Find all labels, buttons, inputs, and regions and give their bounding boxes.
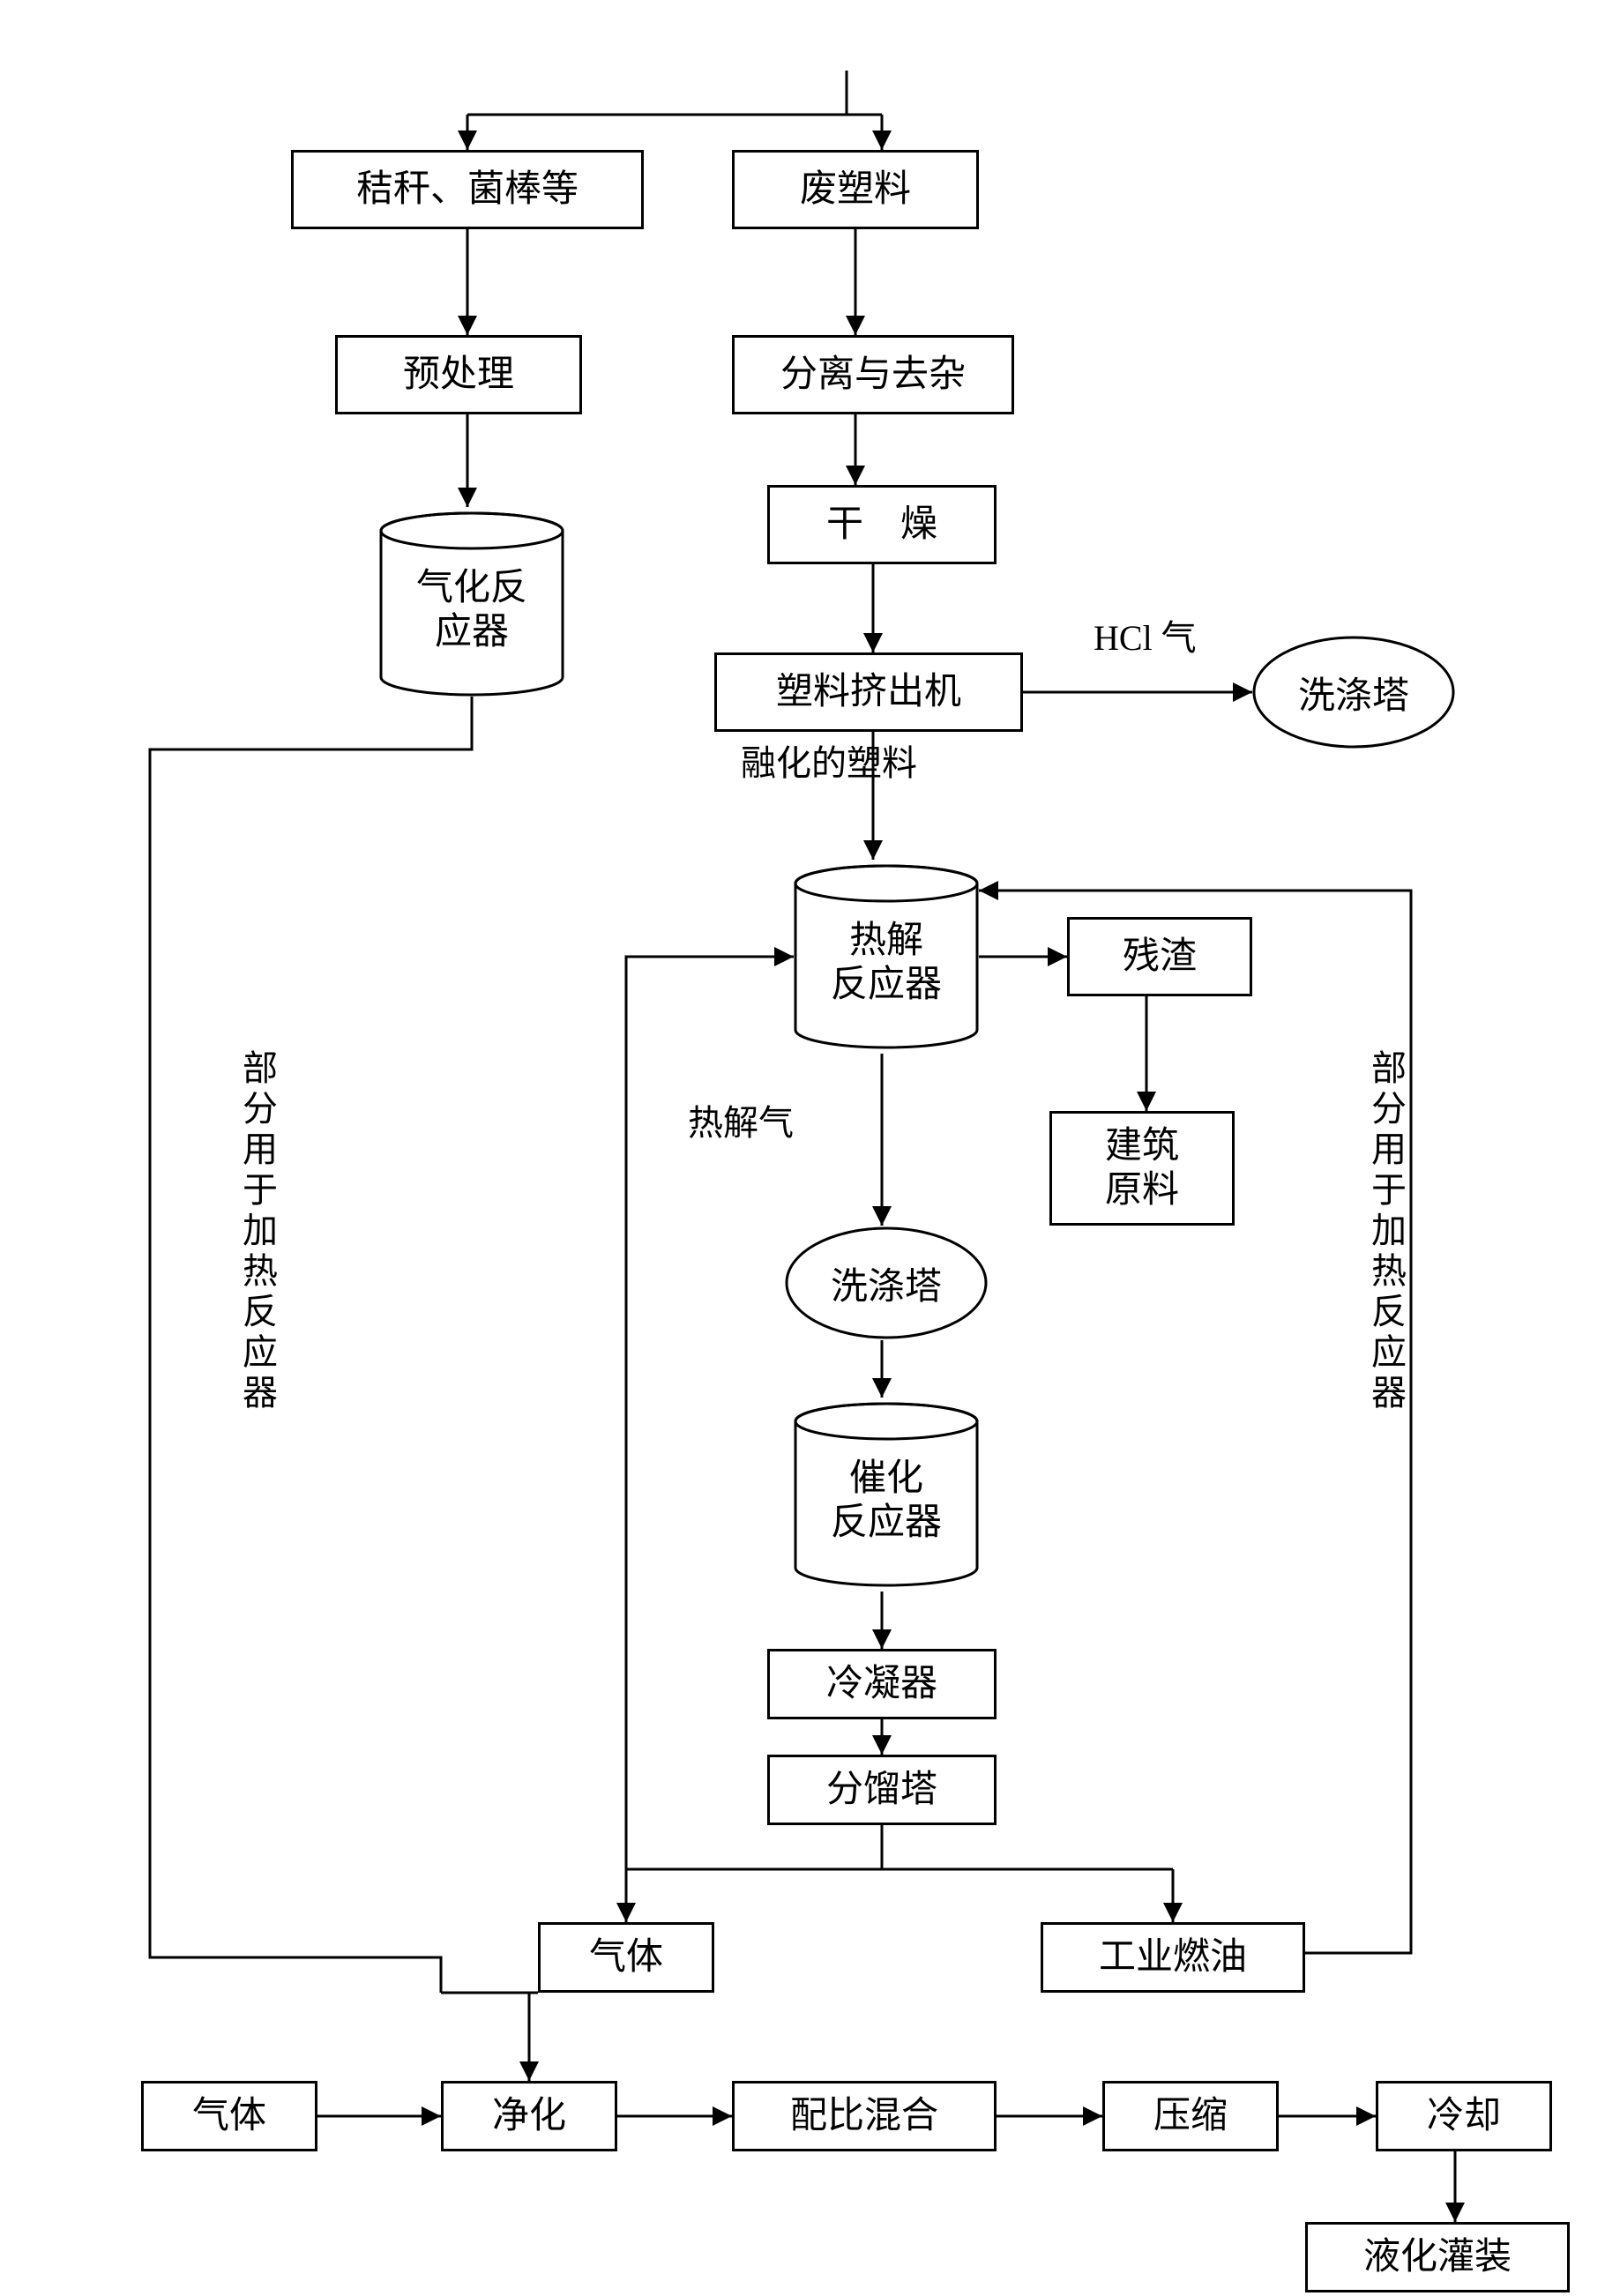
label: 压缩: [1153, 2094, 1228, 2138]
label: 干 燥: [826, 503, 937, 547]
node-extruder: 塑料挤出机: [714, 652, 1023, 732]
node-mix: 配比混合: [732, 2081, 997, 2151]
node-purify: 净化: [441, 2081, 617, 2151]
node-liquefy-fill: 液化灌装: [1305, 2222, 1570, 2292]
node-gas-lower: 气体: [141, 2081, 317, 2151]
label-pyrolysis-gas: 热解气: [688, 1102, 794, 1144]
node-pretreat: 预处理: [335, 335, 582, 414]
label: 气体: [192, 2094, 266, 2138]
label: 液化灌装: [1363, 2235, 1512, 2279]
label: 工业燃油: [1099, 1935, 1247, 1979]
label: 建筑 原料: [1105, 1124, 1179, 1213]
node-building-material: 建筑 原料: [1049, 1111, 1235, 1226]
node-gasifier: 气化反 应器: [379, 511, 564, 697]
label: 秸秆、菌棒等: [356, 168, 579, 212]
node-condenser: 冷凝器: [767, 1649, 997, 1719]
node-compress: 压缩: [1102, 2081, 1279, 2151]
node-wash-tower-1: 洗涤塔: [1252, 635, 1455, 749]
label: 预处理: [403, 353, 514, 397]
label: 洗涤塔: [831, 1256, 942, 1310]
node-gas-upper: 气体: [538, 1922, 714, 1993]
label: 塑料挤出机: [776, 670, 961, 714]
label: 废塑料: [800, 168, 911, 212]
label: 气化反 应器: [416, 566, 527, 655]
label-left-recycle-note: 部分用于加热反应器: [238, 1049, 275, 1414]
label: 气体: [589, 1935, 663, 1979]
node-waste-plastic: 废塑料: [732, 150, 979, 229]
label-molten-plastic: 融化的塑料: [741, 742, 917, 785]
node-pyrolysis-reactor: 热解 反应器: [794, 864, 979, 1049]
node-cool: 冷却: [1376, 2081, 1552, 2151]
node-catalytic-reactor: 催化 反应器: [794, 1402, 979, 1587]
node-wash-tower-2: 洗涤塔: [785, 1226, 988, 1340]
label: 洗涤塔: [1298, 666, 1409, 719]
label-hcl-gas: HCl 气: [1094, 617, 1197, 660]
label: 分馏塔: [826, 1768, 937, 1812]
node-straw: 秸秆、菌棒等: [291, 150, 644, 229]
label: 冷却: [1427, 2094, 1501, 2138]
label: 配比混合: [790, 2094, 938, 2138]
label: 净化: [492, 2094, 566, 2138]
node-separate: 分离与去杂: [732, 335, 1014, 414]
label: 分离与去杂: [780, 353, 966, 397]
label: 热解 反应器: [831, 919, 942, 1008]
label: 冷凝器: [826, 1662, 937, 1706]
label: 催化 反应器: [831, 1457, 942, 1546]
label-right-recycle-note: 部分用于加热反应器: [1367, 1049, 1404, 1414]
node-fractionator: 分馏塔: [767, 1755, 997, 1825]
label: 残渣: [1123, 935, 1197, 979]
node-residue: 残渣: [1067, 917, 1252, 996]
node-fuel-oil: 工业燃油: [1041, 1922, 1305, 1993]
node-dry: 干 燥: [767, 485, 997, 564]
